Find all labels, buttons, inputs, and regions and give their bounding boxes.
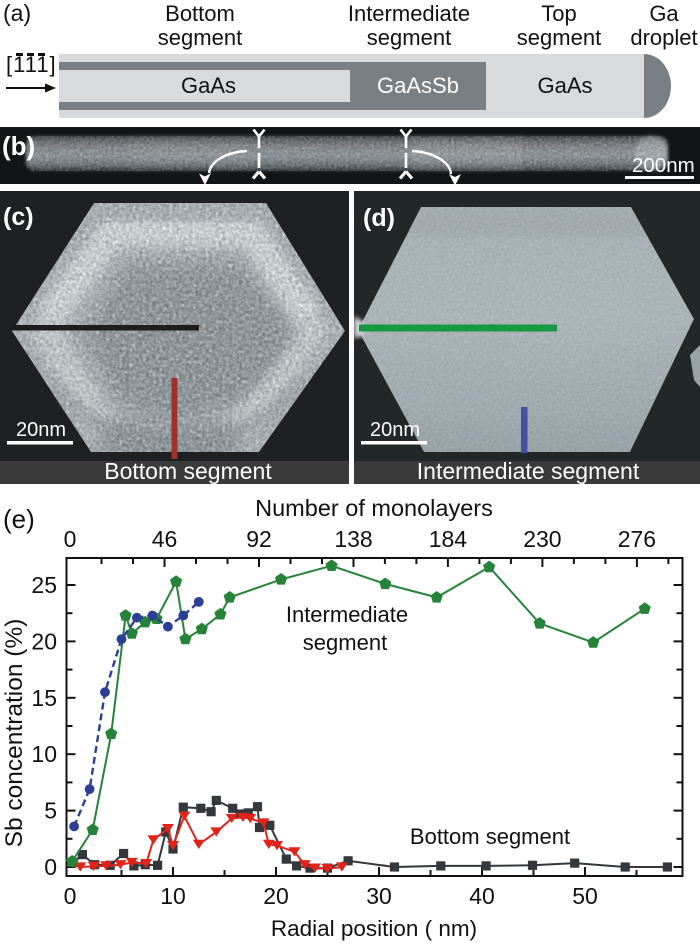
svg-text:10: 10 bbox=[31, 741, 57, 767]
svg-text:40: 40 bbox=[469, 883, 495, 909]
svg-text:(e): (e) bbox=[3, 504, 35, 534]
svg-text:20nm: 20nm bbox=[370, 419, 420, 441]
svg-text:segment: segment bbox=[303, 630, 387, 655]
svg-text:46: 46 bbox=[152, 526, 178, 552]
svg-text:0: 0 bbox=[64, 526, 77, 552]
svg-text:92: 92 bbox=[246, 526, 272, 552]
svg-text:50: 50 bbox=[572, 883, 598, 909]
svg-text:(d): (d) bbox=[363, 204, 395, 232]
svg-text:Bottom segment: Bottom segment bbox=[104, 458, 272, 484]
svg-text:0: 0 bbox=[44, 854, 57, 880]
svg-text:30: 30 bbox=[366, 883, 392, 909]
svg-text:230: 230 bbox=[523, 526, 561, 552]
svg-text:Sb concentration (%): Sb concentration (%) bbox=[1, 619, 28, 848]
svg-text:200nm: 200nm bbox=[632, 154, 695, 177]
svg-text:10: 10 bbox=[160, 883, 186, 909]
svg-text:Intermediate: Intermediate bbox=[286, 602, 408, 627]
svg-text:Intermediate segment: Intermediate segment bbox=[417, 458, 640, 484]
svg-text:Radial position ( nm): Radial position ( nm) bbox=[271, 916, 477, 941]
svg-text:138: 138 bbox=[334, 526, 372, 552]
svg-text:20: 20 bbox=[263, 883, 289, 909]
svg-text:Number of monolayers: Number of monolayers bbox=[255, 495, 493, 521]
svg-text:20: 20 bbox=[31, 628, 57, 654]
svg-text:15: 15 bbox=[31, 685, 57, 711]
svg-text:0: 0 bbox=[64, 883, 77, 909]
svg-text:20nm: 20nm bbox=[16, 419, 66, 441]
svg-text:Bottom segment: Bottom segment bbox=[410, 824, 570, 849]
svg-text:5: 5 bbox=[44, 798, 57, 824]
svg-text:(b): (b) bbox=[2, 131, 35, 161]
svg-text:184: 184 bbox=[429, 526, 468, 552]
svg-text:25: 25 bbox=[31, 572, 57, 598]
svg-text:276: 276 bbox=[618, 526, 656, 552]
svg-text:(c): (c) bbox=[3, 203, 34, 231]
